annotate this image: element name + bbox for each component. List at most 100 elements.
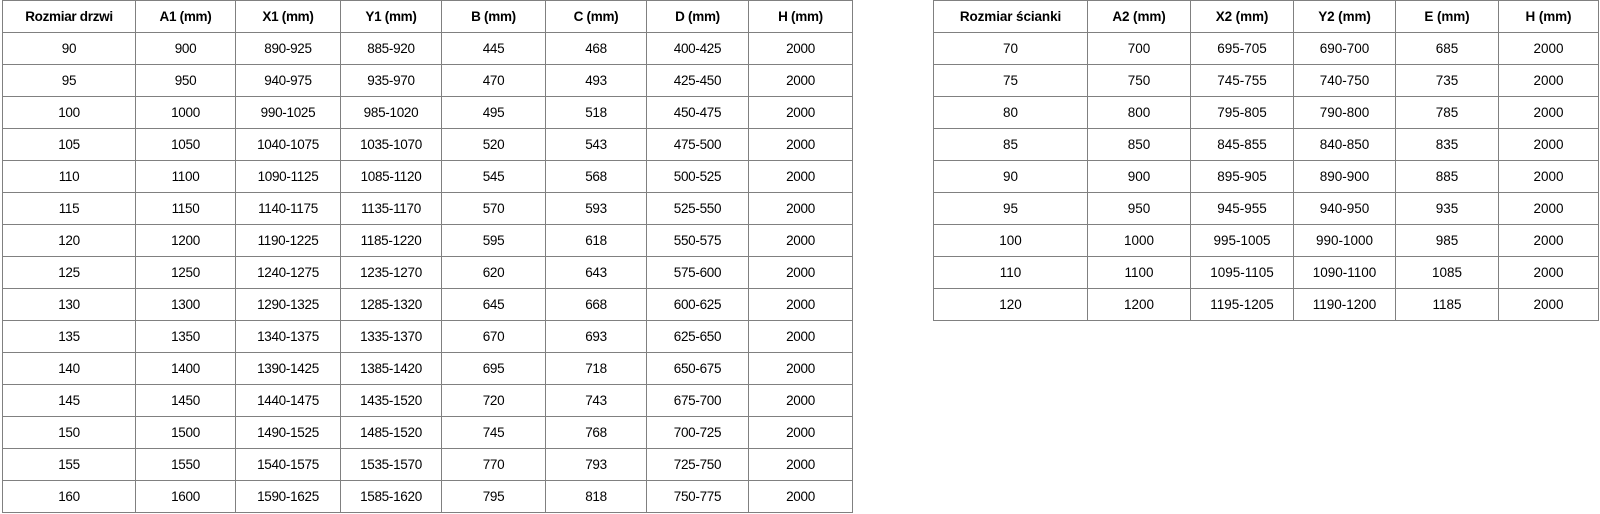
- cell-a2: 900: [1087, 160, 1191, 193]
- cell-h: 2000: [748, 224, 853, 257]
- cell-b: 795: [441, 480, 546, 513]
- cell-y2: 940-950: [1293, 192, 1396, 225]
- cell-h: 2000: [1498, 256, 1599, 289]
- column-header-h: H (mm): [1498, 0, 1599, 33]
- cell-x1: 1440-1475: [235, 384, 341, 417]
- table-row: 110 1100 1095-1105 1090-1100 1085 2000: [933, 256, 1599, 289]
- cell-e: 1185: [1395, 288, 1499, 321]
- table-row: 130 1300 1290-1325 1285-1320 645 668 600-625 20…: [2, 288, 853, 321]
- cell-h: 2000: [748, 160, 853, 193]
- cell-x2: 745-755: [1190, 64, 1294, 97]
- cell-d: 700-725: [646, 416, 749, 449]
- cell-b: 645: [441, 288, 546, 321]
- cell-b: 595: [441, 224, 546, 257]
- column-header-a1: A1 (mm): [135, 0, 236, 33]
- cell-c: 793: [545, 448, 647, 481]
- cell-d: 500-525: [646, 160, 749, 193]
- cell-rozmiar-drzwi: 115: [2, 192, 136, 225]
- cell-x1: 1390-1425: [235, 352, 341, 385]
- cell-rozmiar-scianki: 100: [933, 224, 1088, 257]
- cell-e: 1085: [1395, 256, 1499, 289]
- cell-y1: 1035-1070: [340, 128, 442, 161]
- cell-b: 745: [441, 416, 546, 449]
- cell-rozmiar-scianki: 75: [933, 64, 1088, 97]
- cell-x1: 1140-1175: [235, 192, 341, 225]
- cell-a2: 950: [1087, 192, 1191, 225]
- cell-x2: 845-855: [1190, 128, 1294, 161]
- cell-h: 2000: [748, 96, 853, 129]
- column-header-d: D (mm): [646, 0, 749, 33]
- cell-h: 2000: [748, 128, 853, 161]
- cell-b: 545: [441, 160, 546, 193]
- wall-size-table-body: 70 700 695-705 690-700 685 2000 75 750 745-755 74…: [933, 32, 1599, 321]
- cell-rozmiar-scianki: 90: [933, 160, 1088, 193]
- table-row: 155 1550 1540-1575 1535-1570 770 793 725-750 20…: [2, 448, 853, 481]
- table-row: 120 1200 1195-1205 1190-1200 1185 2000: [933, 288, 1599, 321]
- cell-y1: 1585-1620: [340, 480, 442, 513]
- cell-x1: 1040-1075: [235, 128, 341, 161]
- cell-b: 570: [441, 192, 546, 225]
- cell-h: 2000: [1498, 224, 1599, 257]
- cell-y2: 840-850: [1293, 128, 1396, 161]
- cell-c: 818: [545, 480, 647, 513]
- cell-y1: 1085-1120: [340, 160, 442, 193]
- cell-d: 450-475: [646, 96, 749, 129]
- cell-b: 670: [441, 320, 546, 353]
- cell-x1: 890-925: [235, 32, 341, 65]
- cell-rozmiar-drzwi: 130: [2, 288, 136, 321]
- cell-x1: 1240-1275: [235, 256, 341, 289]
- column-header-c: C (mm): [545, 0, 647, 33]
- cell-b: 445: [441, 32, 546, 65]
- table-row: 145 1450 1440-1475 1435-1520 720 743 675-700 20…: [2, 384, 853, 417]
- table-row: 160 1600 1590-1625 1585-1620 795 818 750-775 20…: [2, 480, 853, 513]
- cell-e: 985: [1395, 224, 1499, 257]
- cell-a1: 900: [135, 32, 236, 65]
- cell-h: 2000: [1498, 192, 1599, 225]
- column-header-y1: Y1 (mm): [340, 0, 442, 33]
- cell-h: 2000: [748, 448, 853, 481]
- cell-d: 625-650: [646, 320, 749, 353]
- cell-c: 668: [545, 288, 647, 321]
- cell-y1: 1485-1520: [340, 416, 442, 449]
- column-header-x2: X2 (mm): [1190, 0, 1294, 33]
- cell-y1: 1185-1220: [340, 224, 442, 257]
- cell-b: 695: [441, 352, 546, 385]
- cell-c: 543: [545, 128, 647, 161]
- cell-d: 575-600: [646, 256, 749, 289]
- cell-d: 750-775: [646, 480, 749, 513]
- cell-h: 2000: [748, 384, 853, 417]
- table-row: 95 950 940-975 935-970 470 493 425-450 2000: [2, 64, 853, 97]
- cell-rozmiar-drzwi: 135: [2, 320, 136, 353]
- table-row: 75 750 745-755 740-750 735 2000: [933, 64, 1599, 97]
- table-row: 90 900 890-925 885-920 445 468 400-425 2000: [2, 32, 853, 65]
- cell-h: 2000: [1498, 64, 1599, 97]
- cell-h: 2000: [748, 192, 853, 225]
- table-row: 100 1000 990-1025 985-1020 495 518 450-475 2000: [2, 96, 853, 129]
- cell-x2: 1095-1105: [1190, 256, 1294, 289]
- cell-y1: 1435-1520: [340, 384, 442, 417]
- cell-b: 720: [441, 384, 546, 417]
- cell-rozmiar-drzwi: 120: [2, 224, 136, 257]
- cell-c: 743: [545, 384, 647, 417]
- cell-c: 568: [545, 160, 647, 193]
- cell-x2: 995-1005: [1190, 224, 1294, 257]
- cell-x1: 1590-1625: [235, 480, 341, 513]
- cell-e: 785: [1395, 96, 1499, 129]
- cell-x1: 1190-1225: [235, 224, 341, 257]
- cell-a1: 1000: [135, 96, 236, 129]
- cell-y1: 1135-1170: [340, 192, 442, 225]
- table-row: 105 1050 1040-1075 1035-1070 520 543 475-500 20…: [2, 128, 853, 161]
- cell-y2: 1190-1200: [1293, 288, 1396, 321]
- table-row: 150 1500 1490-1525 1485-1520 745 768 700-725 20…: [2, 416, 853, 449]
- cell-h: 2000: [748, 352, 853, 385]
- cell-x1: 1290-1325: [235, 288, 341, 321]
- column-header-a2: A2 (mm): [1087, 0, 1191, 33]
- cell-a2: 1000: [1087, 224, 1191, 257]
- cell-rozmiar-drzwi: 100: [2, 96, 136, 129]
- cell-d: 675-700: [646, 384, 749, 417]
- cell-a1: 1300: [135, 288, 236, 321]
- cell-x2: 945-955: [1190, 192, 1294, 225]
- cell-h: 2000: [748, 480, 853, 513]
- cell-d: 425-450: [646, 64, 749, 97]
